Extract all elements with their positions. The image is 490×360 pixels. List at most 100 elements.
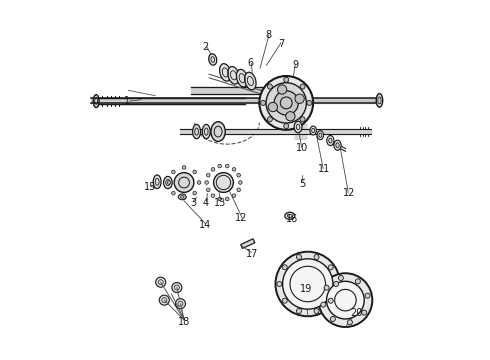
Circle shape <box>159 295 170 305</box>
Text: 5: 5 <box>299 179 305 189</box>
Circle shape <box>261 100 266 105</box>
Text: 17: 17 <box>246 248 258 258</box>
Polygon shape <box>292 98 378 103</box>
Circle shape <box>328 298 333 303</box>
Ellipse shape <box>93 95 99 108</box>
Polygon shape <box>191 87 292 94</box>
Circle shape <box>334 282 339 287</box>
Text: 1: 1 <box>123 96 130 106</box>
Circle shape <box>237 188 241 192</box>
Text: 8: 8 <box>265 30 271 40</box>
Circle shape <box>284 123 289 129</box>
Text: 15: 15 <box>144 182 156 192</box>
Circle shape <box>232 167 236 171</box>
Circle shape <box>167 181 171 184</box>
Ellipse shape <box>228 67 239 84</box>
Ellipse shape <box>174 173 194 192</box>
Circle shape <box>232 194 236 198</box>
Circle shape <box>365 293 370 298</box>
Bar <box>241 239 255 248</box>
Circle shape <box>193 170 196 174</box>
Circle shape <box>314 255 319 260</box>
Text: 11: 11 <box>318 164 330 174</box>
Ellipse shape <box>214 173 233 192</box>
Text: 9: 9 <box>292 60 298 70</box>
Circle shape <box>324 285 329 290</box>
Circle shape <box>277 85 287 94</box>
Ellipse shape <box>317 131 323 140</box>
Circle shape <box>182 166 186 169</box>
Polygon shape <box>288 130 370 134</box>
Text: 2: 2 <box>202 42 209 52</box>
Ellipse shape <box>211 122 225 141</box>
Circle shape <box>314 309 319 314</box>
Circle shape <box>259 76 313 130</box>
Text: 12: 12 <box>235 213 247 222</box>
Circle shape <box>225 197 229 201</box>
Circle shape <box>172 283 182 293</box>
Text: 16: 16 <box>286 215 298 224</box>
Circle shape <box>205 181 208 184</box>
Ellipse shape <box>178 194 186 200</box>
Circle shape <box>318 273 372 327</box>
Circle shape <box>330 316 336 321</box>
Ellipse shape <box>310 126 317 135</box>
Circle shape <box>347 320 352 325</box>
Ellipse shape <box>327 135 334 145</box>
Circle shape <box>239 181 242 184</box>
Circle shape <box>268 84 272 89</box>
Text: 6: 6 <box>247 58 253 68</box>
Circle shape <box>282 265 287 270</box>
Text: 20: 20 <box>350 308 363 318</box>
Circle shape <box>182 196 186 199</box>
Circle shape <box>172 170 175 174</box>
Text: 14: 14 <box>199 220 212 230</box>
Circle shape <box>296 309 301 314</box>
Ellipse shape <box>245 72 256 90</box>
Circle shape <box>274 91 298 115</box>
Circle shape <box>300 84 305 89</box>
Polygon shape <box>180 130 288 134</box>
Circle shape <box>206 174 210 177</box>
Circle shape <box>197 181 201 184</box>
Circle shape <box>237 174 241 177</box>
Circle shape <box>172 192 175 195</box>
Circle shape <box>277 282 282 287</box>
Ellipse shape <box>153 175 161 189</box>
Ellipse shape <box>285 212 295 220</box>
Ellipse shape <box>193 125 200 139</box>
Text: 7: 7 <box>278 39 284 49</box>
Text: 3: 3 <box>190 198 196 208</box>
Circle shape <box>211 194 215 198</box>
Circle shape <box>268 117 272 122</box>
Polygon shape <box>295 125 306 138</box>
Circle shape <box>275 252 340 316</box>
Ellipse shape <box>302 95 310 106</box>
Ellipse shape <box>334 140 341 150</box>
Ellipse shape <box>202 125 210 139</box>
Circle shape <box>175 299 186 309</box>
Circle shape <box>339 275 343 280</box>
Circle shape <box>300 117 305 122</box>
Circle shape <box>355 279 361 284</box>
Polygon shape <box>91 98 281 103</box>
Circle shape <box>266 83 306 123</box>
Circle shape <box>282 298 287 303</box>
Text: 10: 10 <box>296 143 309 153</box>
Circle shape <box>286 112 295 121</box>
Text: 4: 4 <box>202 198 209 208</box>
Text: 19: 19 <box>300 284 312 294</box>
Circle shape <box>218 164 221 168</box>
Ellipse shape <box>294 121 302 133</box>
Circle shape <box>296 255 301 260</box>
Ellipse shape <box>164 176 172 189</box>
Circle shape <box>328 265 333 270</box>
Ellipse shape <box>376 94 383 107</box>
Ellipse shape <box>237 69 248 87</box>
Circle shape <box>156 277 166 287</box>
Text: 12: 12 <box>343 188 355 198</box>
Circle shape <box>307 100 312 105</box>
Circle shape <box>268 102 277 112</box>
Circle shape <box>225 164 229 168</box>
Circle shape <box>206 188 210 192</box>
